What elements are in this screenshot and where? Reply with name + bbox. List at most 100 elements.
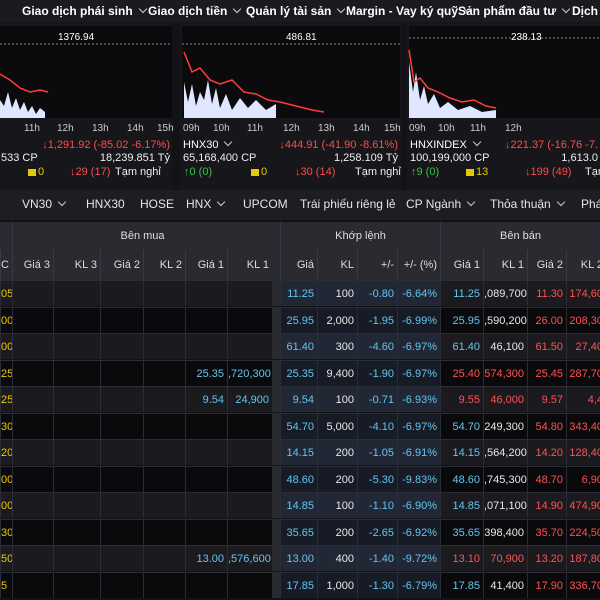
table-cell (143, 492, 185, 518)
table-cell: 9.55 (440, 386, 483, 412)
table-cell (100, 412, 143, 439)
nav-item[interactable]: Sản phẩm đầu tư (458, 4, 569, 18)
table-cell (12, 465, 53, 492)
table-cell (53, 571, 100, 598)
table-cell (12, 386, 53, 412)
table-cell: 343,40 (566, 412, 600, 439)
table-cell: 17.90 (527, 571, 566, 598)
table-cell (100, 465, 143, 492)
index-flat: 0 (261, 166, 268, 178)
table-cell: 200 (317, 465, 357, 492)
table-cell: -1.10 (357, 492, 397, 518)
table-cell: 00 (0, 333, 13, 359)
table-cell: 14.20 (527, 439, 566, 465)
table-cell: 5,000 (317, 412, 357, 439)
tab[interactable]: Trái phiếu riêng lẻ (300, 197, 396, 211)
hour-label: 10h (213, 123, 230, 134)
table-cell: -1.40 (357, 545, 397, 571)
table-cell: -6.97% (397, 359, 440, 386)
table-cell (12, 306, 53, 333)
index-ref: 238.13 (511, 32, 542, 43)
table-cell (100, 571, 143, 598)
table-cell (53, 333, 100, 359)
table-cell (227, 333, 272, 359)
table-cell: 25.35 (185, 359, 227, 386)
index-change: ↓1,291.92 (-85.02 -6.17%) (42, 139, 170, 151)
index-value: 1,258.109 Tỷ (333, 152, 398, 164)
table-cell (227, 439, 272, 465)
group-header: Bên bán (440, 222, 600, 250)
table-cell: 24,900 (227, 386, 272, 412)
table-cell (12, 412, 53, 439)
table-cell: 13.10 (440, 545, 483, 571)
index-status: Tạm nghỉ (115, 166, 161, 178)
table-cell: 11.30 (527, 280, 566, 306)
table-cell: 11.25 (440, 280, 483, 306)
table-cell (53, 492, 100, 518)
table-cell: 13.00 (185, 545, 227, 571)
tab[interactable]: HOSE (140, 197, 175, 211)
table-cell: 25 (0, 359, 13, 386)
row-gap (272, 280, 280, 306)
nav-item[interactable]: Giao dịch tiền (148, 4, 240, 18)
table-cell: ,745,300 (483, 465, 527, 492)
tab[interactable]: Phái (581, 197, 600, 211)
index-ref: 1376.94 (58, 32, 95, 43)
table-cell (227, 465, 272, 492)
table-cell: -6.79% (397, 571, 440, 598)
table-cell (12, 492, 53, 518)
table-cell: 17.85 (440, 571, 483, 598)
table-cell (143, 359, 185, 386)
table-cell (100, 280, 143, 306)
column-header: Giá 2 (100, 250, 143, 280)
table-cell (227, 306, 272, 333)
table-cell (53, 465, 100, 492)
table-cell: 200 (317, 439, 357, 465)
index-name[interactable]: HNX30 (183, 139, 231, 151)
index-status: Tạm nghỉ (585, 166, 600, 178)
table-cell: ,576,600 (227, 545, 272, 571)
table-cell: 14.90 (527, 492, 566, 518)
table-cell (100, 333, 143, 359)
nav-item[interactable]: Giao dịch phái sinh (22, 4, 146, 18)
table-cell: -6.92% (397, 518, 440, 545)
hour-label: 12h (505, 123, 522, 134)
index-change: ↓444.91 (-41.90 -8.61%) (279, 139, 398, 151)
table-cell (143, 386, 185, 412)
table-cell (227, 412, 272, 439)
table-cell: 100 (317, 280, 357, 306)
tab[interactable]: HNX30 (86, 197, 125, 211)
row-gap (272, 333, 280, 359)
table-cell: -1.95 (357, 306, 397, 333)
table-cell: 5 (0, 571, 12, 598)
nav-item[interactable]: Margin - Vay ký quỹ (346, 4, 471, 18)
tab[interactable]: Thỏa thuận (490, 197, 564, 211)
table-cell (12, 518, 53, 545)
table-cell (12, 280, 53, 306)
table-cell (185, 333, 227, 359)
hour-label: 14h (353, 123, 370, 134)
table-cell: 54.70 (280, 412, 317, 439)
index-ref: 486.81 (286, 32, 317, 43)
table-cell: 54.70 (440, 412, 483, 439)
table-cell: 54.80 (527, 412, 566, 439)
tab[interactable]: CP Ngành (406, 197, 474, 211)
index-charts (0, 22, 600, 190)
table-cell: ,720,300 (227, 359, 272, 386)
table-cell (143, 518, 185, 545)
tab[interactable]: HNX (186, 197, 224, 211)
table-cell (53, 545, 100, 571)
tab[interactable]: UPCOM (243, 197, 288, 211)
table-cell: 48.70 (527, 465, 566, 492)
index-volume: 533 CP (1, 152, 38, 164)
table-cell: 70,900 (483, 545, 527, 571)
index-name[interactable]: HNXINDEX (410, 139, 480, 151)
table-cell: 9.57 (527, 386, 566, 412)
index-volume: 100,199,000 CP (410, 152, 490, 164)
table-cell: 200 (317, 518, 357, 545)
tab[interactable]: VN30 (22, 197, 65, 211)
nav-item[interactable]: Quản lý tài sản (246, 4, 344, 18)
table-cell (185, 412, 227, 439)
nav-item[interactable]: Dịch v (572, 4, 600, 18)
table-cell: 398,400 (483, 518, 527, 545)
